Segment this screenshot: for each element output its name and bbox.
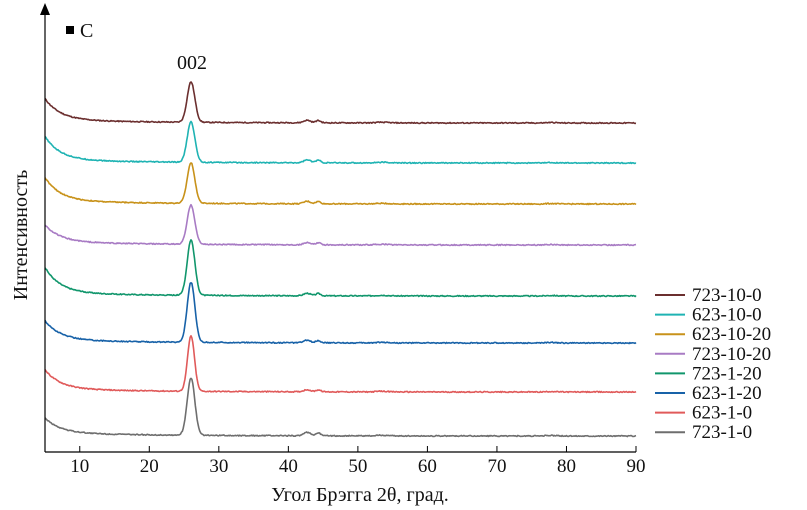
x-tick-label: 40: [279, 456, 298, 477]
legend-label: 623-1-0: [692, 403, 752, 424]
y-axis-title: Интенсивность: [10, 170, 32, 300]
x-tick-label: 10: [70, 456, 89, 477]
legend-label: 623-1-20: [692, 383, 762, 404]
x-tick-label: 60: [418, 456, 437, 477]
series-line-723-10-0: [44, 81, 637, 125]
x-tick-label: 50: [348, 456, 367, 477]
x-tick-label: 70: [487, 456, 506, 477]
peak-annotation-002: 002: [177, 52, 207, 74]
legend-label: 723-1-20: [692, 363, 762, 384]
series-layer: [44, 81, 637, 438]
legend-label: 723-1-0: [692, 422, 752, 443]
series-line-723-1-0: [44, 377, 637, 438]
x-tick-label: 80: [557, 456, 576, 477]
x-tick-label: 30: [209, 456, 228, 477]
panel-marker-square: [66, 26, 74, 34]
series-line-723-10-20: [44, 203, 637, 247]
legend-label: 623-10-0: [692, 305, 762, 326]
legend-label: 723-10-20: [692, 344, 771, 365]
series-line-623-10-20: [44, 162, 637, 206]
legend-label: 623-10-20: [692, 324, 771, 345]
panel-label: C: [80, 20, 93, 42]
series-line-623-1-20: [44, 282, 637, 345]
series-line-723-1-20: [44, 239, 637, 298]
legend: 723-10-0623-10-0623-10-20723-10-20723-1-…: [655, 285, 771, 443]
legend-label: 723-10-0: [692, 285, 762, 306]
x-tick-label: 90: [627, 456, 646, 477]
series-line-623-1-0: [44, 335, 637, 394]
x-axis-title: Угол Брэгга 2θ, град.: [271, 484, 449, 506]
x-tick-label: 20: [140, 456, 159, 477]
x-ticks: 10 20 30 40 50 60 70 80 90: [70, 446, 646, 477]
axes: [40, 3, 636, 453]
series-line-623-10-0: [44, 120, 637, 165]
